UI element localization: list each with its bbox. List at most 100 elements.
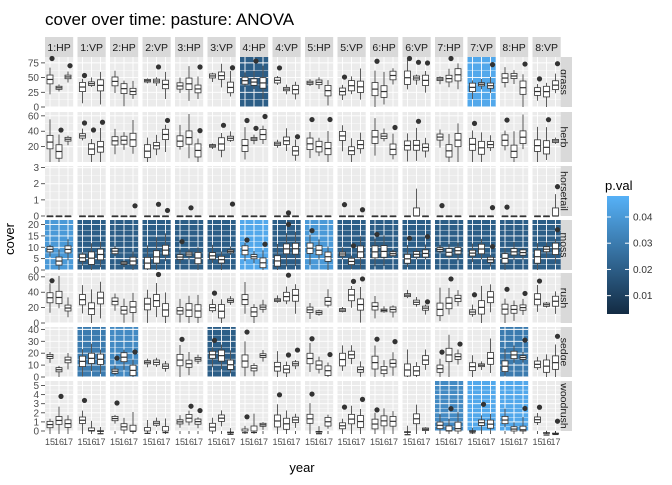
boxplot-outlier (448, 406, 454, 412)
y-tick-label: 4 (33, 390, 39, 401)
x-tick-label: 17 (420, 437, 430, 447)
facet-column-strip (240, 37, 269, 57)
y-tick-label: 10 (28, 243, 40, 254)
facet-column-label: 3:VP (210, 42, 233, 54)
boxplot-outlier (480, 401, 487, 407)
boxplot-outlier (374, 58, 380, 64)
chart-title: cover over time: pasture: ANOVA (45, 10, 295, 29)
boxplot-outlier (155, 64, 162, 70)
x-tick-label: 17 (193, 437, 203, 447)
x-tick-label: 16 (444, 437, 454, 447)
facet-column-strip (77, 37, 106, 57)
x-tick-label: 17 (128, 437, 138, 447)
y-tick-label: 40 (28, 288, 40, 299)
x-tick-label: 16 (54, 437, 64, 447)
facet-column-strip (435, 37, 464, 57)
x-tick-label: 17 (323, 437, 333, 447)
boxplot-outlier (309, 116, 315, 123)
x-tick-label: 16 (346, 437, 356, 447)
boxplot-box (241, 428, 249, 432)
x-tick-label: 15 (45, 437, 55, 447)
y-tick-label: 0 (33, 319, 39, 330)
boxplot-outlier (350, 243, 357, 249)
boxplot-outlier (229, 65, 236, 71)
boxplot-outlier (220, 122, 227, 128)
y-tick-label: 1 (33, 417, 39, 428)
boxplot-outlier (471, 120, 478, 127)
facet-column-strip (110, 37, 139, 57)
boxplot-box (413, 207, 420, 217)
x-tick-label: 16 (379, 437, 389, 447)
facet-column-label: 1:VP (80, 42, 103, 54)
boxplot-outlier (58, 393, 64, 399)
boxplot-outlier (309, 336, 315, 342)
y-tick-label: 20 (28, 303, 40, 314)
facet-row-strip (557, 381, 572, 431)
boxplot-outlier (439, 203, 445, 209)
facet-row-strip (557, 220, 572, 270)
facet-column-strip (370, 37, 399, 57)
legend-tick-label: 0.03 (633, 239, 653, 250)
y-tick-label: 2 (33, 408, 39, 419)
facet-column-strip (337, 37, 366, 57)
x-tick-label: 16 (411, 437, 421, 447)
y-tick-label: 50 (28, 73, 40, 84)
x-tick-label: 15 (305, 437, 315, 447)
x-tick-label: 16 (184, 437, 194, 447)
facet-column-label: 8:HP (502, 42, 525, 54)
facet-column-label: 7:VP (470, 42, 493, 54)
x-tick-label: 15 (435, 437, 445, 447)
boxplot-outlier (439, 349, 445, 355)
legend-colorbar (607, 196, 629, 314)
x-tick-label: 17 (485, 437, 495, 447)
facet-column-label: 2:VP (145, 42, 168, 54)
y-tick-label: 5 (33, 254, 39, 265)
x-tick-label: 17 (355, 437, 365, 447)
y-tick-label: 20 (28, 349, 40, 360)
boxplot-outlier (350, 278, 357, 284)
boxplot-box (454, 421, 462, 432)
boxplot-outlier (114, 355, 120, 361)
x-tick-label: 15 (240, 437, 250, 447)
facet-column-strip (467, 37, 496, 57)
y-tick-label: 3 (33, 163, 39, 174)
y-tick-label: 40 (28, 325, 40, 336)
y-tick-label: 5 (33, 381, 39, 392)
y-tick-label: 20 (28, 142, 40, 153)
boxplot-outlier (262, 113, 268, 120)
legend-title: p.val (605, 178, 633, 193)
boxplot-outlier (67, 63, 73, 69)
boxplot-outlier (294, 134, 301, 140)
boxplot-outlier (164, 117, 171, 124)
x-tick-label: 17 (258, 437, 268, 447)
boxplot-outlier (253, 58, 259, 64)
boxplot-outlier (522, 405, 528, 412)
boxplot-outlier (504, 286, 510, 292)
x-tick-label: 17 (550, 437, 560, 447)
x-tick-label: 16 (541, 437, 551, 447)
legend-tick-label: 0.01 (633, 291, 653, 302)
boxplot-outlier (285, 210, 292, 216)
y-tick-label: 60 (28, 111, 40, 122)
boxplot-outlier (309, 228, 315, 234)
facet-column-strip (402, 37, 431, 57)
boxplot-outlier (341, 74, 348, 80)
facet-row-strip (557, 112, 572, 162)
y-tick-label: 1 (33, 195, 39, 206)
y-tick-label: 40 (28, 127, 40, 138)
boxplot-outlier (179, 239, 185, 245)
boxplot-outlier (309, 391, 315, 397)
boxplot-outlier (327, 116, 333, 123)
x-tick-label: 17 (290, 437, 300, 447)
x-tick-label: 16 (476, 437, 486, 447)
boxplot-outlier (253, 125, 259, 131)
facet-column-label: 5:HP (307, 42, 330, 54)
boxplot-outlier (81, 397, 88, 404)
boxplot-outlier (244, 329, 250, 335)
boxplot-outlier (155, 271, 162, 278)
x-tick-label: 15 (142, 437, 152, 447)
boxplot-outlier (489, 243, 496, 250)
x-tick-label: 15 (110, 437, 120, 447)
